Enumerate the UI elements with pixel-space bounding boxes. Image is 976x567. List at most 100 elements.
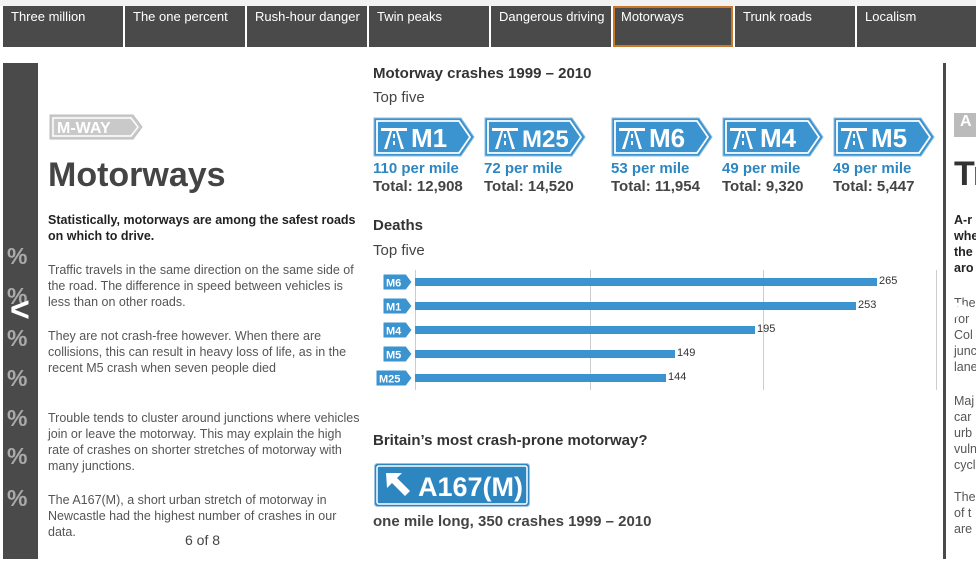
slide-pager: 6 of 8 [185,532,221,548]
crashes-heading: Motorway crashes 1999 – 2010 [373,65,592,82]
peek-percent: % [7,283,28,309]
a167m-sign-label: A167(M) [418,472,523,502]
tab-twin-peaks[interactable]: Twin peaks [369,6,489,47]
motorway-sign-label: M1 [411,123,447,153]
deaths-value-label: 265 [879,275,898,287]
tab-label: Twin peaks [377,9,443,24]
bar-category-label: M25 [379,374,400,386]
deaths-value-label: 195 [757,323,776,335]
top-strip [0,0,976,6]
tab-label: Localism [865,9,917,24]
deaths-bar [415,302,856,310]
deaths-bar [415,350,675,358]
peek-text: The of t are [954,490,976,536]
motorway-sign-m5: M5 [833,117,935,157]
motorway-symbol-icon [730,128,756,149]
motorway-symbol-icon [381,128,407,149]
motorway-sign-m4: M4 [722,117,824,157]
crashes-subheading: Top five [373,89,425,106]
motorway-sign-label: M4 [760,123,797,153]
previous-arrow-icon[interactable]: < [10,291,30,329]
peek-text: The ror Col junc lane [954,296,976,374]
motorway-sign-label: M6 [649,123,685,153]
motorway-sign-m6: M6 [611,117,713,157]
next-arrow-icon[interactable]: > [950,291,970,329]
motorway-symbol-icon [619,128,645,149]
tab-label: Motorways [621,9,684,24]
tab-three-million[interactable]: Three million [3,6,123,47]
deaths-value-label: 149 [677,347,696,359]
deaths-bar [415,374,666,382]
paragraph: The A167(M), a short urban stretch of mo… [48,493,337,539]
crash-rate: 49 per mile [833,160,912,177]
tab-localism[interactable]: Localism [857,6,976,47]
gridline [936,270,937,390]
m-way-badge: M-WAY [49,114,143,140]
motorway-symbol-icon [841,128,867,149]
gridline [415,270,416,390]
gridline [763,270,764,390]
bar-category-label: M4 [386,326,402,338]
peek-percent: % [7,485,28,511]
deaths-bar [415,326,755,334]
tab-label: Three million [11,9,86,24]
paragraph: Traffic travels in the same direction on… [48,263,354,309]
crash-rate: 72 per mile [484,160,563,177]
bar-label-sign-m4: M4 [382,321,413,339]
paragraph: Trouble tends to cluster around junction… [48,411,360,473]
bar-category-label: M1 [386,302,401,314]
deaths-value-label: 144 [668,371,687,383]
deaths-subheading: Top five [373,242,425,259]
crash-total: Total: 14,520 [484,178,574,195]
crash-prone-caption: one mile long, 350 crashes 1999 – 2010 [373,513,652,530]
motorway-symbol-icon [492,128,518,149]
up-left-arrow-icon [386,473,410,496]
slide-title: Motorways [48,156,226,194]
motorway-sign-m1: M1 [373,117,475,157]
crash-total: Total: 9,320 [722,178,804,195]
bar-category-label: M6 [386,278,401,290]
peek-percent: % [7,243,28,269]
tab-label: Dangerous driving [499,9,605,24]
tab-trunk-roads[interactable]: Trunk roads [735,6,855,47]
crash-prone-heading: Britain’s most crash-prone motorway? [373,432,648,449]
crash-rate: 110 per mile [373,160,459,177]
tab-label: The one percent [133,9,228,24]
peek-text: Maj car urb vuln cycl [954,394,976,472]
crash-rate: 53 per mile [611,160,690,177]
crash-total: Total: 5,447 [833,178,915,195]
crash-total: Total: 12,908 [373,178,463,195]
peek-badge: A [954,113,976,137]
tab-the-one-percent[interactable]: The one percent [125,6,245,47]
tab-label: Rush-hour danger [255,9,360,24]
previous-slide-peek: % % % % % % % [3,63,38,559]
deaths-heading: Deaths [373,217,424,234]
tab-label: Trunk roads [743,9,812,24]
peek-percent: % [7,325,28,351]
tab-rush-hour-danger[interactable]: Rush-hour danger [247,6,367,47]
deaths-bar [415,278,877,286]
tab-motorways[interactable]: Motorways [613,6,733,47]
bar-label-sign-m5: M5 [382,345,413,363]
peek-title: Tr [954,155,976,193]
bar-category-label: M5 [386,350,401,362]
gridline [590,270,591,390]
paragraph: They are not crash-free however. When th… [48,329,347,375]
bar-label-sign-m6: M6 [382,273,413,291]
tab-dangerous-driving[interactable]: Dangerous driving [491,6,611,47]
lead-text: Statistically, motorways are among the s… [48,213,356,243]
motorway-sign-m25: M25 [484,117,586,157]
motorway-sign-label: M5 [871,123,907,153]
bar-label-sign-m25: M25 [375,369,413,387]
crash-total: Total: 11,954 [611,178,700,195]
m-way-badge-label: M-WAY [57,120,111,137]
motorway-sign-label: M25 [522,126,569,153]
bar-label-sign-m1: M1 [382,297,413,315]
peek-percent: % [7,443,28,469]
peek-text: A-r whe the aro [954,213,976,275]
crash-rate: 49 per mile [722,160,801,177]
peek-percent: % [7,405,28,431]
deaths-value-label: 253 [858,299,877,311]
peek-percent: % [7,365,28,391]
